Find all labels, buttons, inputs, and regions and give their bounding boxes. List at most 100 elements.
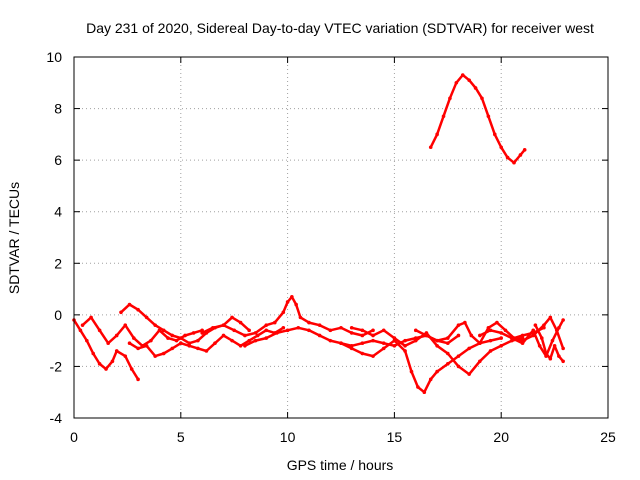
data-point	[446, 341, 450, 346]
data-point	[230, 338, 234, 343]
data-point	[561, 318, 565, 322]
series-line-track-7	[339, 336, 503, 394]
x-tick-label: 20	[493, 429, 509, 445]
data-point	[285, 328, 290, 333]
y-tick-label: 10	[46, 49, 62, 65]
series-line-track-8	[350, 326, 524, 376]
data-point	[533, 323, 538, 327]
data-point	[149, 338, 153, 343]
data-point	[307, 320, 311, 325]
data-point	[183, 333, 187, 338]
data-point	[153, 354, 157, 358]
data-point	[221, 323, 226, 327]
series-line-track-13	[429, 73, 526, 164]
y-tick-label: -4	[50, 410, 63, 426]
data-point	[499, 145, 504, 150]
data-point	[110, 359, 115, 364]
data-point	[349, 346, 354, 351]
data-point	[561, 346, 565, 351]
data-point	[381, 341, 386, 346]
data-point	[349, 325, 354, 330]
x-tick-label: 5	[177, 429, 185, 445]
data-point	[127, 302, 132, 307]
data-point	[557, 354, 561, 358]
data-point	[531, 328, 536, 333]
y-tick-label: 0	[54, 307, 62, 323]
data-point	[97, 328, 102, 333]
data-point	[371, 328, 375, 333]
data-point	[106, 341, 110, 346]
data-point	[179, 336, 183, 340]
grid	[74, 57, 608, 418]
data-point	[544, 351, 548, 356]
data-point	[360, 341, 365, 346]
data-point	[275, 331, 279, 335]
data-point	[196, 346, 200, 351]
data-point	[467, 346, 471, 351]
data-point	[478, 341, 482, 346]
data-point	[290, 295, 294, 299]
data-point	[114, 349, 119, 353]
data-point	[85, 338, 89, 343]
data-point	[360, 328, 365, 333]
data-point	[542, 323, 546, 327]
data-point	[123, 354, 128, 358]
data-point	[478, 333, 482, 338]
data-point	[371, 333, 375, 338]
data-point	[187, 341, 192, 346]
data-point	[360, 333, 365, 338]
data-point	[446, 362, 450, 366]
data-point	[548, 356, 553, 361]
data-point	[161, 328, 166, 333]
data-point	[480, 96, 484, 101]
data-point	[221, 333, 226, 338]
data-point	[446, 336, 450, 340]
data-point	[505, 155, 510, 160]
data-point	[179, 341, 183, 346]
data-point	[132, 336, 136, 340]
data-point	[392, 344, 397, 348]
x-tick-label: 10	[280, 429, 296, 445]
data-point	[247, 338, 251, 343]
x-tick-label: 15	[387, 429, 403, 445]
data-point	[114, 333, 119, 338]
data-point	[174, 338, 179, 343]
data-point	[247, 328, 251, 333]
data-point	[512, 160, 516, 165]
data-point	[424, 333, 429, 338]
data-point	[349, 331, 354, 335]
data-point	[422, 390, 427, 395]
data-point	[264, 323, 269, 327]
data-point	[416, 385, 420, 389]
data-point	[264, 336, 269, 340]
data-point	[136, 377, 140, 382]
data-point	[285, 300, 290, 304]
data-point	[473, 86, 478, 90]
x-tick-label: 0	[70, 429, 78, 445]
data-point	[441, 114, 446, 119]
data-point	[170, 346, 175, 351]
data-point	[510, 336, 514, 340]
data-point	[307, 328, 311, 333]
y-tick-label: 2	[54, 255, 62, 271]
data-point	[403, 349, 407, 353]
data-point	[371, 338, 375, 343]
data-point	[448, 96, 452, 101]
data-point	[520, 333, 525, 338]
data-point	[488, 349, 493, 353]
data-point	[166, 336, 170, 340]
data-point	[409, 369, 414, 374]
data-point	[467, 78, 471, 83]
axis-ticks: 0 5 10 15 20 25 -4 -2 0 2 4 6 8 10	[46, 49, 616, 445]
data-point	[238, 344, 243, 348]
data-point	[557, 325, 561, 330]
data-point	[446, 351, 450, 356]
series-line-track-5	[200, 295, 375, 337]
data-point	[454, 80, 459, 85]
y-tick-label: 8	[54, 101, 62, 117]
y-tick-label: -2	[50, 358, 63, 374]
data-point	[456, 364, 461, 369]
data-point	[486, 114, 491, 119]
data-point	[537, 344, 542, 348]
data-point	[495, 320, 499, 325]
